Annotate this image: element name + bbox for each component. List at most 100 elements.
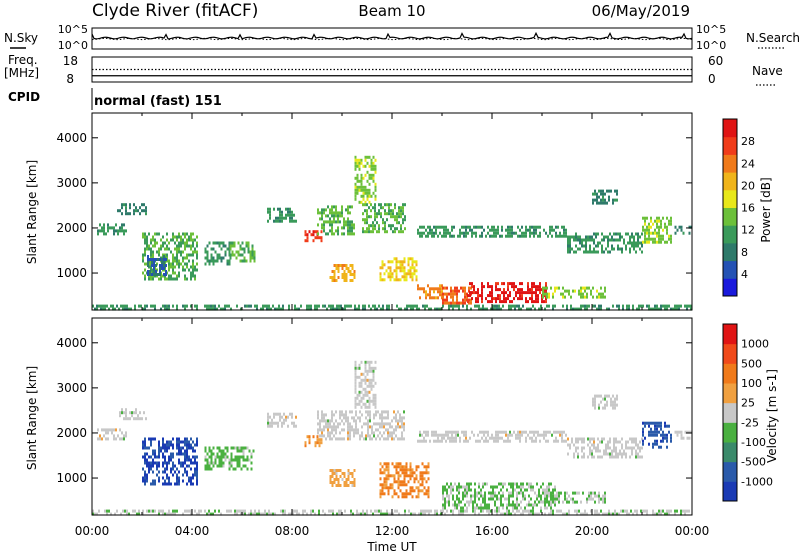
freq-right-tick-top: 60 — [708, 54, 723, 68]
time-tick-label: 04:00 — [175, 524, 210, 538]
velocity-axes: 4000 3000 2000 1000 — [56, 318, 693, 515]
station-title: Clyde River (fitACF) — [92, 1, 258, 21]
time-tick-label: 16:00 — [475, 524, 510, 538]
power-ytick-label: 4000 — [56, 131, 87, 145]
velocity-colorbar-segment — [723, 481, 737, 502]
power-region-20 — [642, 216, 672, 244]
power-colorbar-tick-label: 12 — [741, 224, 755, 237]
power-region-1 — [117, 203, 147, 216]
velocity-colorbar-tick-label: -25 — [741, 416, 759, 429]
velocity-colorbar-tick-label: -100 — [741, 436, 766, 449]
velocity-ytick-label: 2000 — [56, 426, 87, 440]
velocity-region-16 — [674, 430, 693, 440]
velocity-colorbar-segment — [723, 343, 737, 364]
freq-left-tick-top: 18 — [63, 54, 78, 68]
velocity-colorbar-tick-label: -1000 — [741, 475, 773, 488]
power-region-16 — [467, 282, 547, 304]
velocity-colorbar-segment — [723, 383, 737, 404]
velocity-colorbar-frame — [722, 323, 738, 502]
power-colorbar-tick-label: 28 — [741, 135, 755, 148]
velocity-colorbar-tick-label: 25 — [741, 397, 755, 410]
velocity-region-1 — [119, 408, 147, 421]
velocity-colorbar-segment — [723, 442, 737, 463]
freq-label: Freq. — [8, 53, 38, 67]
power-colorbar-segment — [723, 189, 737, 208]
time-tick-label: 00:00 — [675, 524, 710, 538]
velocity-region-12 — [542, 491, 606, 504]
velocity-colorbar-tick-label: -500 — [741, 456, 766, 469]
velocity-colorbar-tick-label: 100 — [741, 377, 762, 390]
noise-right-tick-bottom: 10^0 — [696, 39, 726, 52]
velocity-region-7 — [329, 469, 356, 487]
nsky-series-line — [91, 31, 693, 40]
freq-right-tick-bottom: 0 — [708, 72, 716, 86]
frequency-panel: Freq. [MHz] 18 8 60 0 Nave — [4, 53, 783, 86]
nsearch-series-line — [91, 37, 693, 41]
power-region-14 — [417, 225, 567, 238]
power-region-9 — [329, 264, 356, 282]
power-region-19 — [592, 189, 618, 205]
beam-title: Beam 10 — [358, 2, 425, 20]
power-region-10 — [354, 155, 377, 204]
power-region-3 — [147, 255, 167, 276]
power-region-4 — [204, 241, 231, 266]
nsearch-label: N.Search — [746, 31, 800, 45]
freq-unit-label: [MHz] — [4, 66, 39, 80]
velocity-ylabel: Slant Range [km] — [25, 366, 39, 470]
time-tick-label: 00:00 — [75, 524, 110, 538]
velocity-colorbar-tick-label: 500 — [741, 357, 762, 370]
power-colorbar-tick-label: 20 — [741, 179, 755, 192]
noise-panel: N.Sky 10^5 10^0 10^5 10^0 N.Search — [4, 23, 800, 52]
velocity-region-3 — [204, 446, 255, 471]
time-tick-label: 12:00 — [375, 524, 410, 538]
power-region-6 — [267, 207, 297, 223]
power-colorbar-segment — [723, 207, 737, 226]
power-region-13 — [417, 284, 443, 300]
velocity-region-10 — [417, 430, 567, 443]
power-colorbar-tick-label: 4 — [741, 268, 748, 281]
power-colorbar-segment — [723, 172, 737, 191]
power-colorbar-tick-label: 24 — [741, 157, 755, 170]
velocity-region-9 — [379, 462, 430, 499]
time-tick-label: 08:00 — [275, 524, 310, 538]
power-colorbar: 28 24 20 16 12 8 4 — [722, 118, 755, 297]
velocity-region-0 — [97, 428, 127, 441]
velocity-region-6 — [317, 410, 405, 441]
velocity-region-17 — [92, 509, 690, 516]
time-tick-label: 20:00 — [575, 524, 610, 538]
power-colorbar-frame — [722, 118, 738, 297]
velocity-colorbar-tick-label: 1000 — [741, 338, 769, 351]
velocity-ytick-label: 3000 — [56, 381, 87, 395]
power-ylabel: Slant Range [km] — [25, 160, 39, 264]
velocity-colorbar-segment — [723, 402, 737, 423]
nsky-label: N.Sky — [4, 31, 38, 45]
velocity-data-cells — [92, 360, 693, 516]
velocity-region-5 — [304, 435, 323, 448]
velocity-region-4 — [267, 412, 297, 428]
power-region-18 — [567, 232, 643, 254]
power-colorbar-segment — [723, 154, 737, 173]
power-colorbar-segment — [723, 136, 737, 155]
power-region-22 — [92, 304, 692, 311]
cpid-label: CPID — [8, 90, 40, 104]
power-axes: 4000 3000 2000 1000 — [56, 113, 693, 310]
power-colorbar-segment — [723, 225, 737, 244]
time-axis-label: Time UT — [366, 540, 417, 554]
time-axis-ticks: 00:00 04:00 08:00 12:00 16:00 20:00 00:00 — [75, 524, 710, 538]
power-region-21 — [674, 225, 693, 235]
power-region-17 — [542, 286, 606, 299]
velocity-cbar-label: Velocity [m s-1] — [765, 369, 779, 463]
power-ytick-label: 3000 — [56, 176, 87, 190]
power-region-12 — [379, 257, 418, 282]
power-region-5 — [229, 241, 256, 263]
noise-series — [91, 31, 693, 41]
noise-right-tick-top: 10^5 — [696, 23, 726, 36]
power-colorbar-segment — [723, 278, 737, 297]
power-colorbar-segment — [723, 242, 737, 262]
velocity-colorbar-segment — [723, 324, 737, 345]
velocity-region-14 — [592, 394, 618, 410]
power-region-8 — [317, 205, 355, 236]
velocity-region-8 — [354, 360, 377, 409]
power-colorbar-tick-label: 16 — [741, 202, 755, 215]
